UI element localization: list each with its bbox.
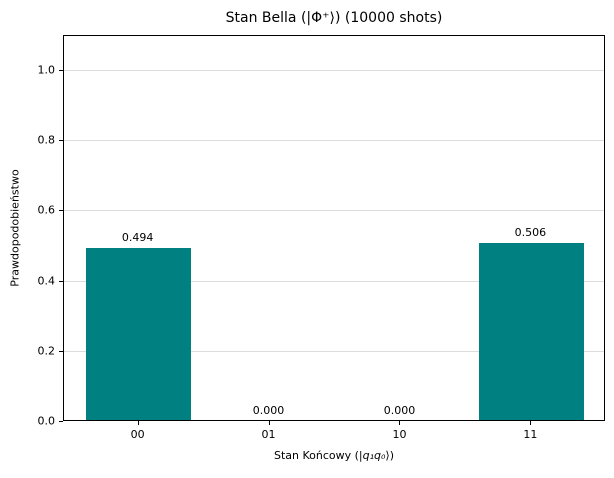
- y-tick-label: 1.0: [37, 63, 56, 77]
- x-tick-mark: [137, 421, 139, 425]
- gridline: [64, 210, 604, 212]
- y-tick-label: 0.8: [37, 133, 56, 147]
- chart-title: Stan Bella (|Φ⁺⟩) (10000 shots): [225, 10, 443, 26]
- x-tick-label: 10: [392, 428, 407, 441]
- y-tick-label: 0.0: [37, 414, 56, 428]
- x-tick-mark: [530, 421, 532, 425]
- x-tick-mark: [268, 421, 270, 425]
- gridline: [64, 350, 604, 352]
- y-tick-label: 0.4: [37, 274, 56, 288]
- gridline: [64, 70, 604, 72]
- bar-value-label: 0.494: [121, 230, 154, 244]
- x-axis-label-ket-close: ⟩): [385, 449, 395, 462]
- x-tick-label: 00: [130, 428, 145, 441]
- y-tick-label: 0.2: [37, 344, 56, 358]
- bar: [86, 247, 191, 420]
- y-tick-mark: [59, 421, 63, 422]
- gridline: [64, 140, 604, 142]
- y-axis-label: Prawdopodobieństwo: [8, 169, 22, 287]
- x-axis-label-qubits: q₁q₀: [362, 449, 386, 462]
- x-tick-mark: [399, 421, 401, 425]
- bar-value-label: 0.000: [383, 404, 416, 417]
- gridline: [64, 280, 604, 282]
- y-tick-mark: [59, 140, 63, 142]
- y-tick-mark: [59, 280, 63, 282]
- plot-area: [63, 35, 605, 421]
- x-axis-label: Stan Końcowy (|q₁q₀⟩): [63, 449, 605, 462]
- x-tick-label: 01: [261, 428, 276, 441]
- y-tick-mark: [59, 350, 63, 352]
- y-tick-mark: [59, 70, 63, 72]
- bar-value-label: 0.506: [514, 226, 547, 240]
- bar: [479, 243, 584, 420]
- x-axis-label-text: Stan Końcowy (|: [273, 449, 363, 462]
- bar-value-label: 0.000: [252, 404, 285, 417]
- x-tick-label: 11: [523, 428, 538, 441]
- y-tick-mark: [59, 210, 63, 212]
- y-tick-label: 0.6: [37, 203, 56, 217]
